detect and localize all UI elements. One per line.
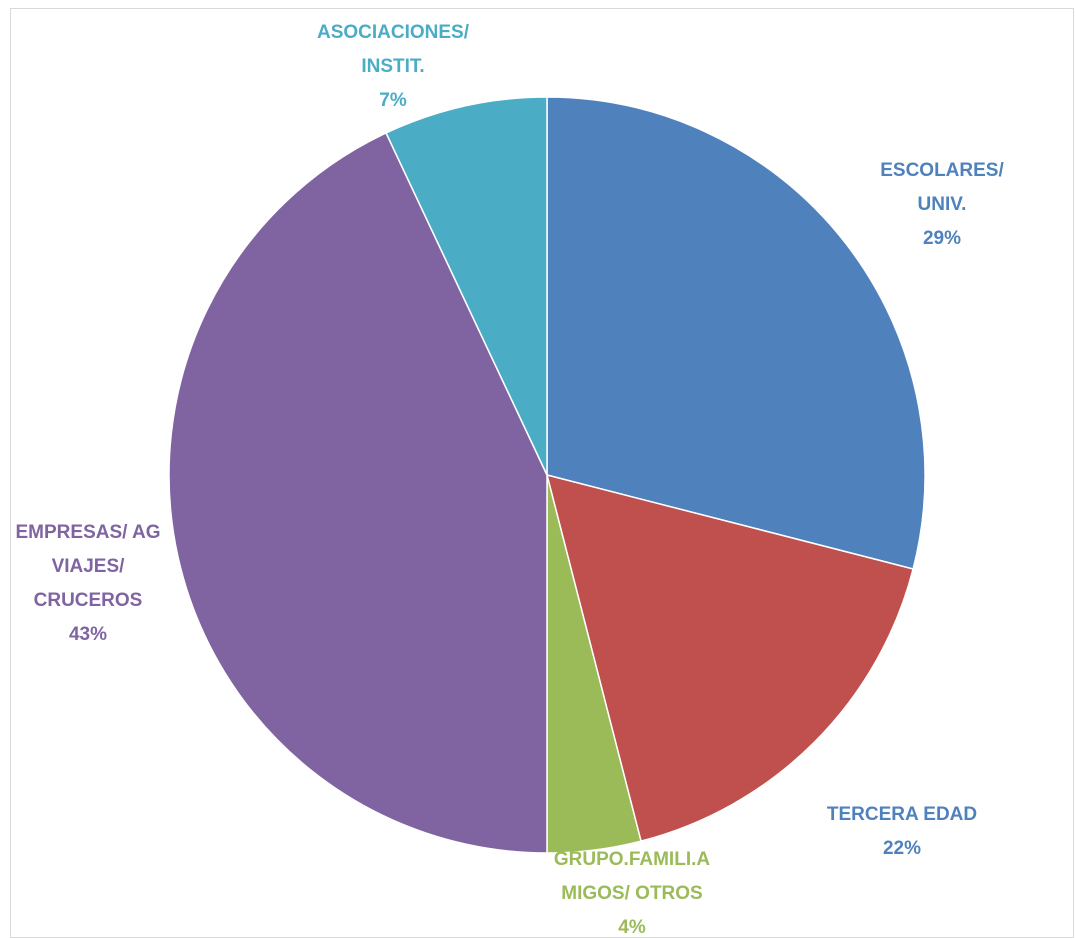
pie-slices xyxy=(168,96,926,854)
pie-slice xyxy=(545,473,915,843)
slice-data-label: EMPRESAS/ AG VIAJES/CRUCEROS 43% xyxy=(16,522,161,645)
slice-data-label: GRUPO.FAMILI.A MIGOS/ OTROS 4% xyxy=(554,849,711,937)
pie-slice xyxy=(385,96,548,476)
slice-data-label: TERCERA EDAD 22% xyxy=(827,804,977,859)
pie-labels: ESCOLARES/UNIV. 29% TERCERA EDAD 22% GRUPO.F… xyxy=(16,22,1005,937)
pie-slice xyxy=(546,96,926,570)
slice-data-label: ESCOLARES/UNIV. 29% xyxy=(880,160,1004,249)
slice-data-label: ASOCIACIONES/INSTIT. 7% xyxy=(317,22,470,111)
pie-slice xyxy=(168,131,548,854)
